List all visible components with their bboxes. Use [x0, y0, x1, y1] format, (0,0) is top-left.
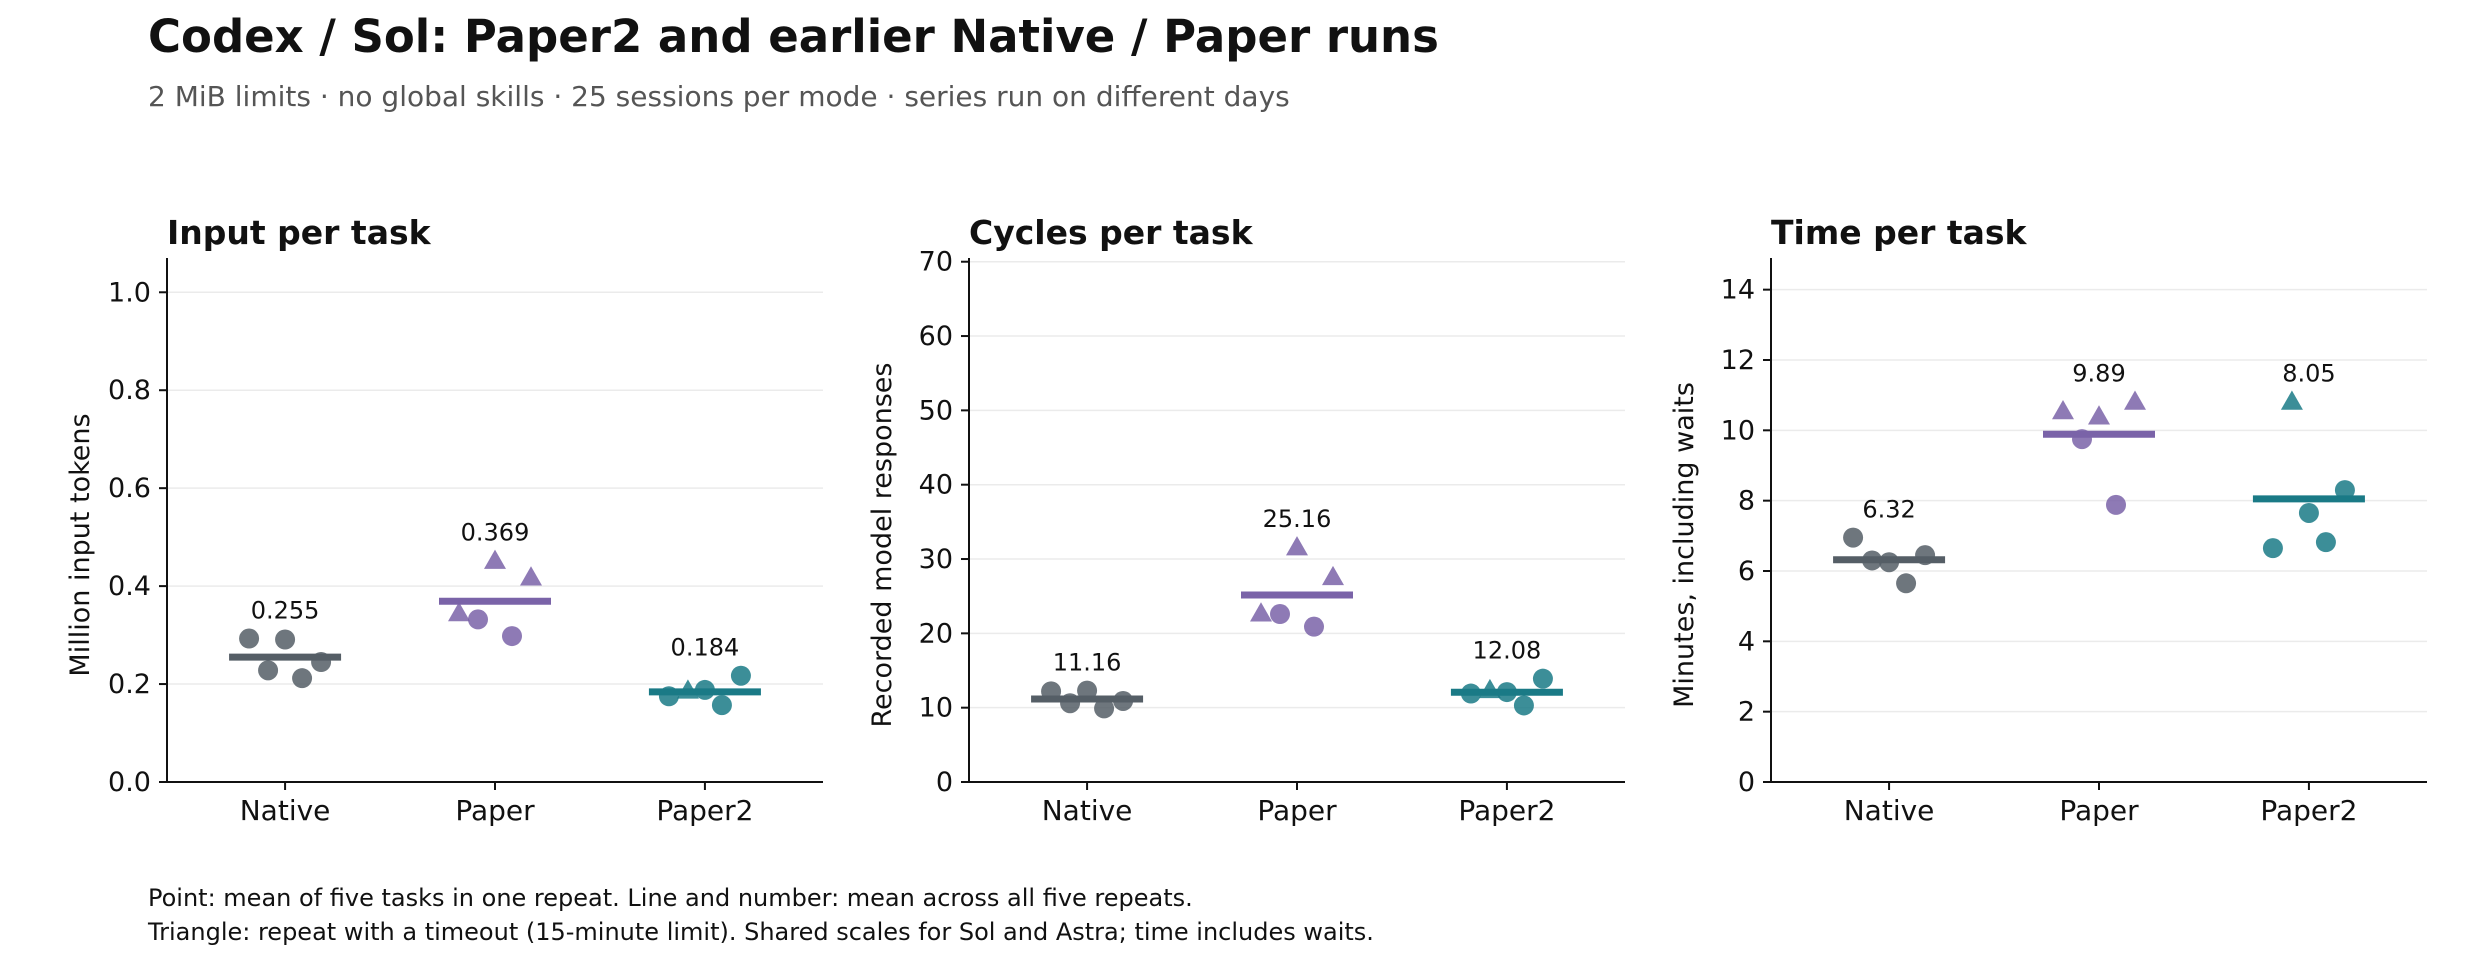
data-point	[239, 628, 260, 649]
mean-label: 11.16	[1053, 649, 1122, 677]
data-point	[2315, 532, 2336, 553]
y-tick-label: 20	[919, 618, 953, 649]
y-tick-label: 2	[1738, 697, 1755, 728]
data-point-timeout	[1322, 565, 1344, 586]
data-point	[730, 665, 751, 686]
data-point	[1843, 527, 1864, 548]
footnote-points: Point: mean of five tasks in one repeat.…	[148, 884, 1193, 912]
y-tick-label: 0.4	[108, 571, 151, 602]
y-tick-label: 0	[1738, 767, 1755, 798]
panel-2: 0 10 20 30 40 50 60 70 Cycles per task Recorded m…	[867, 213, 1625, 827]
x-tick-label: Native	[240, 794, 331, 827]
data-point-timeout	[1250, 602, 1272, 622]
data-point-timeout	[2280, 390, 2303, 410]
data-point	[258, 660, 279, 681]
panel-3: 0 2 4 6 8 10 12 14 Time per task Minutes, includi…	[1669, 213, 2427, 827]
y-tick-label: 12	[1721, 345, 1755, 376]
figure-subtitle: 2 MiB limits · no global skills · 25 ses…	[148, 80, 1290, 113]
data-point-timeout	[520, 566, 542, 586]
y-tick-label: 50	[919, 395, 953, 426]
data-point	[2106, 494, 2126, 515]
mean-label: 0.369	[461, 519, 530, 547]
x-tick-label: Paper2	[1458, 794, 1555, 827]
figure-title: Codex / Sol: Paper2 and earlier Native /…	[148, 10, 1439, 63]
y-axis-label: Minutes, including waits	[1669, 382, 1700, 708]
mean-label: 0.184	[671, 634, 740, 662]
y-tick-label: 8	[1738, 486, 1755, 517]
y-axis-label: Recorded model responses	[867, 363, 898, 728]
mean-label: 9.89	[2072, 359, 2125, 387]
y-tick-label: 40	[919, 470, 953, 501]
data-point-timeout	[484, 549, 506, 569]
data-point	[1094, 698, 1115, 719]
y-tick-label: 0.8	[108, 375, 151, 406]
data-point	[1304, 616, 1324, 637]
panel-title: Input per task	[167, 213, 432, 252]
mean-label: 6.32	[1862, 496, 1915, 524]
y-tick-label: 4	[1738, 626, 1755, 657]
mean-label: 0.255	[251, 597, 320, 625]
mean-label: 12.08	[1473, 637, 1542, 665]
y-tick-label: 10	[1721, 415, 1755, 446]
y-axis-label: Million input tokens	[65, 413, 96, 676]
y-tick-label: 10	[919, 693, 953, 724]
panel-title: Cycles per task	[969, 213, 1254, 252]
y-tick-label: 0.2	[108, 669, 151, 700]
mean-label: 8.05	[2282, 359, 2335, 387]
y-tick-label: 0.6	[108, 473, 151, 504]
x-tick-label: Native	[1844, 794, 1935, 827]
data-point	[275, 629, 296, 650]
data-point	[1270, 604, 1290, 625]
data-point	[711, 695, 732, 716]
footnote-triangles: Triangle: repeat with a timeout (15-minu…	[148, 918, 1374, 946]
y-tick-label: 60	[919, 321, 953, 352]
data-point	[2334, 480, 2355, 501]
y-tick-label: 14	[1721, 275, 1755, 306]
data-point	[1513, 695, 1534, 716]
y-tick-label: 6	[1738, 556, 1755, 587]
y-tick-label: 70	[919, 247, 953, 278]
data-point	[502, 626, 522, 647]
data-point-timeout	[2124, 390, 2146, 410]
x-tick-label: Paper	[1257, 794, 1337, 827]
data-point-timeout	[2052, 399, 2074, 420]
y-tick-label: 30	[919, 544, 953, 575]
y-tick-label: 0	[936, 767, 953, 798]
x-tick-label: Paper	[455, 794, 535, 827]
data-point-timeout	[1286, 536, 1308, 556]
panel-title: Time per task	[1771, 213, 2028, 252]
data-point	[292, 668, 313, 689]
data-point-timeout	[2088, 405, 2110, 425]
data-point	[1532, 668, 1553, 689]
x-tick-label: Native	[1042, 794, 1133, 827]
data-point	[2262, 538, 2283, 559]
x-tick-label: Paper	[2059, 794, 2139, 827]
mean-label: 25.16	[1263, 505, 1332, 533]
data-point	[2298, 502, 2319, 523]
y-tick-label: 1.0	[108, 277, 151, 308]
y-tick-label: 0.0	[108, 767, 151, 798]
data-point	[1896, 573, 1917, 594]
x-tick-label: Paper2	[2260, 794, 2357, 827]
x-tick-label: Paper2	[656, 794, 753, 827]
data-point	[468, 609, 488, 630]
panel-1: 0.0 0.2 0.4 0.6 0.8 1.0 Input per task Million …	[65, 213, 823, 827]
data-point-timeout	[448, 602, 470, 622]
